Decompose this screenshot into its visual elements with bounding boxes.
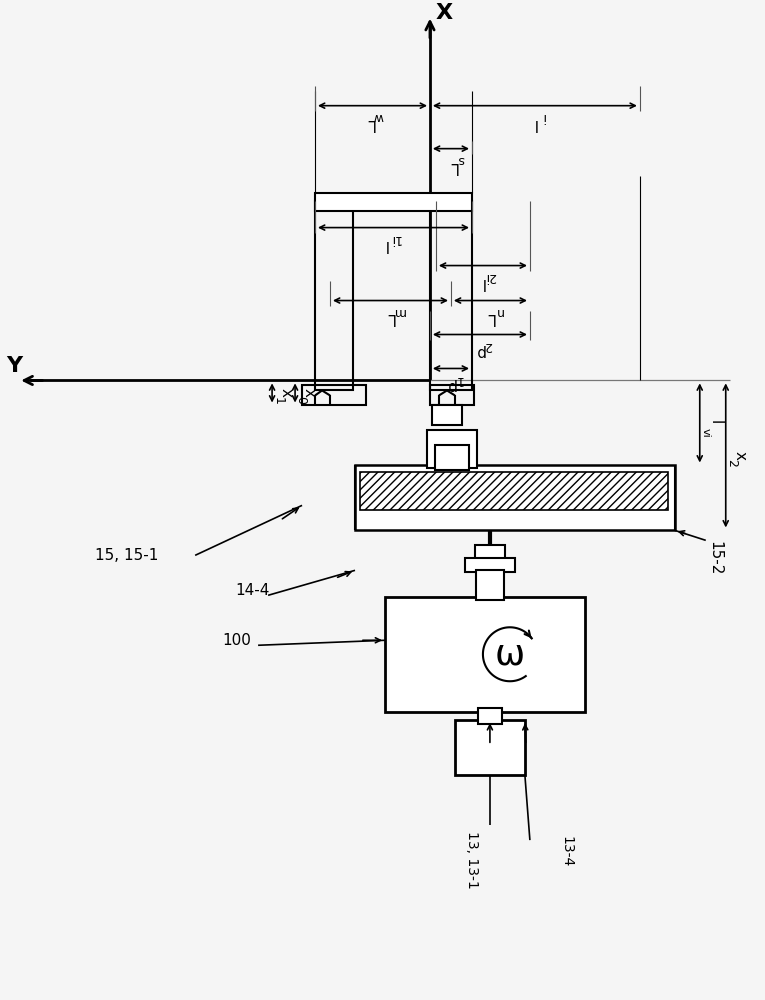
- Text: 1: 1: [455, 373, 463, 386]
- Text: l: l: [384, 237, 388, 252]
- Bar: [302, 385, 366, 405]
- Text: x: x: [278, 388, 294, 397]
- Text: 15, 15-1: 15, 15-1: [95, 548, 158, 563]
- Text: 2i: 2i: [485, 270, 496, 283]
- Text: Y: Y: [6, 356, 22, 376]
- Text: 2: 2: [484, 339, 492, 352]
- Bar: [432, 405, 462, 425]
- Bar: [475, 545, 505, 567]
- Text: p: p: [446, 378, 456, 393]
- Bar: [476, 570, 504, 600]
- Text: X: X: [435, 3, 453, 23]
- Bar: [465, 558, 515, 572]
- Text: l: l: [532, 116, 537, 131]
- Bar: [360, 472, 668, 510]
- Bar: [355, 465, 675, 530]
- Text: L: L: [366, 116, 374, 131]
- Text: 100: 100: [222, 633, 251, 648]
- Text: w: w: [373, 110, 383, 123]
- Bar: [435, 445, 469, 470]
- Text: 14-4: 14-4: [235, 583, 269, 598]
- Bar: [455, 720, 525, 775]
- Text: l: l: [708, 420, 722, 425]
- Bar: [427, 430, 477, 468]
- Text: 1i: 1i: [389, 232, 401, 245]
- Bar: [430, 385, 474, 405]
- Text: L: L: [449, 159, 457, 174]
- Text: L: L: [386, 310, 394, 325]
- Bar: [478, 708, 502, 724]
- Text: p: p: [475, 344, 485, 359]
- Text: i: i: [541, 110, 545, 123]
- Text: vi: vi: [701, 428, 711, 437]
- Text: 15-2: 15-2: [708, 541, 723, 576]
- Bar: [430, 201, 472, 390]
- Text: L: L: [486, 310, 494, 325]
- Text: 0: 0: [295, 396, 308, 404]
- Text: 2: 2: [725, 459, 738, 467]
- Bar: [315, 201, 353, 390]
- Text: 13, 13-1: 13, 13-1: [465, 831, 479, 889]
- Text: m: m: [393, 305, 405, 318]
- Text: s: s: [457, 153, 464, 166]
- Text: n: n: [495, 305, 503, 318]
- Bar: [315, 193, 472, 211]
- Bar: [385, 597, 585, 712]
- Text: ω: ω: [495, 637, 525, 671]
- Text: x: x: [732, 451, 747, 460]
- Text: 1: 1: [272, 397, 285, 404]
- Text: 13-4: 13-4: [560, 836, 574, 868]
- Text: x: x: [301, 388, 317, 397]
- Text: l: l: [480, 275, 485, 290]
